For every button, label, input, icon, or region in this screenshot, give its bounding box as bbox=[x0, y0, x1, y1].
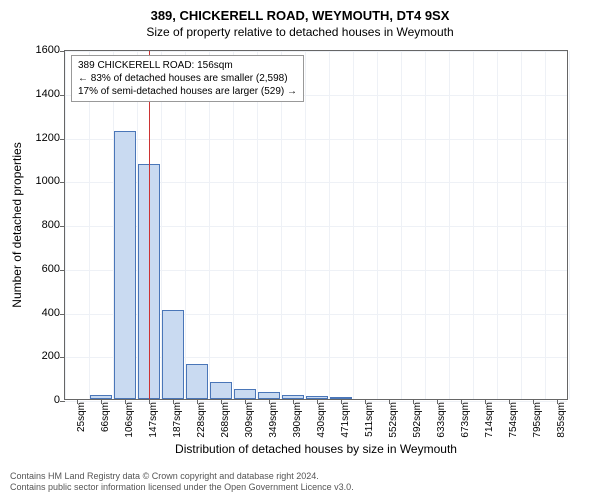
gridline-v bbox=[185, 51, 186, 399]
gridline-v bbox=[521, 51, 522, 399]
annotation-line2: ← 83% of detached houses are smaller (2,… bbox=[78, 72, 297, 85]
x-tick-label: 795sqm bbox=[532, 402, 543, 438]
annotation-box: 389 CHICKERELL ROAD: 156sqm← 83% of deta… bbox=[71, 55, 304, 102]
gridline-v bbox=[65, 51, 66, 399]
y-tick-label: 1000 bbox=[20, 175, 60, 187]
x-tick-label: 592sqm bbox=[412, 402, 423, 438]
reference-line bbox=[149, 51, 150, 399]
x-tick-label: 25sqm bbox=[76, 402, 87, 432]
x-tick-label: 66sqm bbox=[100, 402, 111, 432]
bar bbox=[234, 389, 256, 399]
gridline-v bbox=[425, 51, 426, 399]
y-tick-label: 600 bbox=[20, 263, 60, 275]
x-tick-label: 633sqm bbox=[436, 402, 447, 438]
gridline-v bbox=[89, 51, 90, 399]
x-tick-label: 106sqm bbox=[124, 402, 135, 438]
gridline-v bbox=[257, 51, 258, 399]
gridline-v bbox=[473, 51, 474, 399]
x-tick-label: 309sqm bbox=[244, 402, 255, 438]
footer-attribution: Contains HM Land Registry data © Crown c… bbox=[10, 471, 354, 494]
chart-subtitle: Size of property relative to detached ho… bbox=[0, 23, 600, 39]
gridline-v bbox=[545, 51, 546, 399]
annotation-line1: 389 CHICKERELL ROAD: 156sqm bbox=[78, 59, 297, 72]
x-tick-label: 673sqm bbox=[460, 402, 471, 438]
gridline-h bbox=[65, 139, 567, 140]
x-tick-label: 430sqm bbox=[316, 402, 327, 438]
gridline-v bbox=[305, 51, 306, 399]
y-tick-label: 1200 bbox=[20, 132, 60, 144]
x-tick-label: 511sqm bbox=[364, 402, 375, 437]
x-tick-label: 349sqm bbox=[268, 402, 279, 438]
footer-line1: Contains HM Land Registry data © Crown c… bbox=[10, 471, 354, 483]
chart-title: 389, CHICKERELL ROAD, WEYMOUTH, DT4 9SX bbox=[0, 0, 600, 23]
gridline-v bbox=[233, 51, 234, 399]
x-tick-label: 754sqm bbox=[508, 402, 519, 438]
gridline-v bbox=[569, 51, 570, 399]
y-tick-label: 1600 bbox=[20, 44, 60, 56]
gridline-v bbox=[353, 51, 354, 399]
gridline-v bbox=[281, 51, 282, 399]
x-tick-label: 268sqm bbox=[220, 402, 231, 438]
y-tick-label: 0 bbox=[20, 394, 60, 406]
bar bbox=[114, 131, 136, 399]
gridline-v bbox=[401, 51, 402, 399]
x-axis-label: Distribution of detached houses by size … bbox=[64, 442, 568, 456]
bar bbox=[186, 364, 208, 399]
x-tick-label: 147sqm bbox=[148, 402, 159, 438]
x-tick-label: 471sqm bbox=[340, 402, 351, 438]
gridline-v bbox=[449, 51, 450, 399]
x-tick-label: 187sqm bbox=[172, 402, 183, 438]
gridline-v bbox=[329, 51, 330, 399]
annotation-line3: 17% of semi-detached houses are larger (… bbox=[78, 85, 297, 98]
gridline-v bbox=[377, 51, 378, 399]
y-tick-label: 1400 bbox=[20, 88, 60, 100]
gridline-h bbox=[65, 51, 567, 52]
x-tick-label: 714sqm bbox=[484, 402, 495, 438]
plot-area: 389 CHICKERELL ROAD: 156sqm← 83% of deta… bbox=[64, 50, 568, 400]
gridline-v bbox=[209, 51, 210, 399]
bar bbox=[210, 382, 232, 400]
y-tick-label: 800 bbox=[20, 219, 60, 231]
y-tick-label: 400 bbox=[20, 307, 60, 319]
footer-line2: Contains public sector information licen… bbox=[10, 482, 354, 494]
x-tick-label: 552sqm bbox=[388, 402, 399, 438]
x-tick-label: 390sqm bbox=[292, 402, 303, 438]
y-tick-label: 200 bbox=[20, 350, 60, 362]
gridline-v bbox=[497, 51, 498, 399]
x-tick-label: 835sqm bbox=[556, 402, 567, 438]
x-tick-label: 228sqm bbox=[196, 402, 207, 438]
bar bbox=[162, 310, 184, 399]
